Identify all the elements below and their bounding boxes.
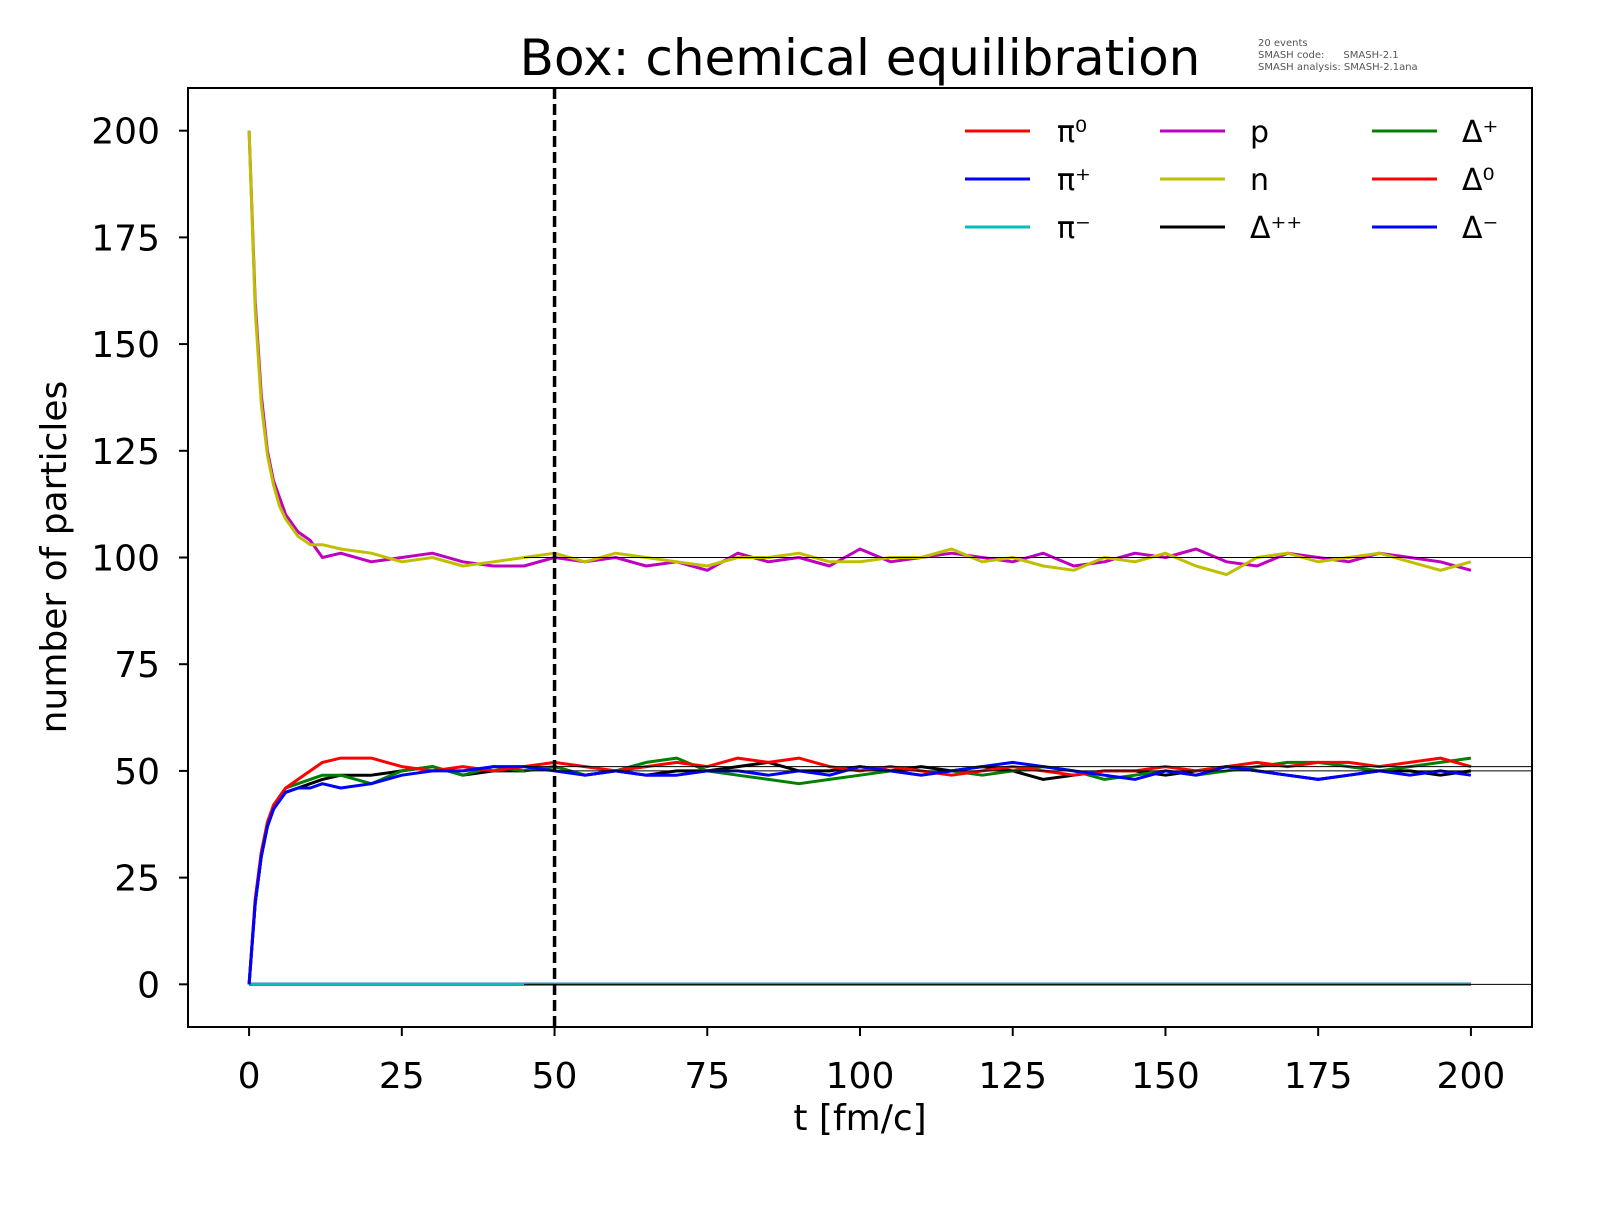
legend: π⁰ π⁺ π⁻ pn Δ⁺⁺ Δ⁺ Δ⁰ Δ⁻ xyxy=(965,115,1498,246)
series-line xyxy=(247,760,1472,985)
series-line xyxy=(247,760,1472,985)
y-tick-label: 50 xyxy=(114,752,160,793)
x-tick-label: 100 xyxy=(826,1056,895,1097)
legend-label: Δ⁺ xyxy=(1462,115,1498,150)
y-tick-label: 150 xyxy=(91,325,160,366)
annotation-line: 20 events xyxy=(1258,38,1308,49)
x-tick-label: 25 xyxy=(379,1056,425,1097)
annotation-line: SMASH code: SMASH-2.1 xyxy=(1258,50,1399,61)
chart-title: Box: chemical equilibration xyxy=(520,29,1201,87)
y-tick-label: 175 xyxy=(91,218,160,259)
x-tick-label: 75 xyxy=(684,1056,730,1097)
legend-label: Δ⁻ xyxy=(1462,211,1498,246)
y-tick-label: 100 xyxy=(91,539,160,580)
x-tick-label: 200 xyxy=(1437,1056,1506,1097)
series-line xyxy=(247,130,1472,577)
x-tick-label: 0 xyxy=(238,1056,261,1097)
legend-label: π⁰ xyxy=(1057,115,1087,150)
legend-label: Δ⁺⁺ xyxy=(1250,211,1302,246)
legend-label: n xyxy=(1250,163,1269,198)
series-line xyxy=(247,130,1472,572)
series-line xyxy=(247,756,1472,985)
reference-lines xyxy=(524,88,1532,1027)
x-axis-label: t [fm/c] xyxy=(793,1098,926,1139)
legend-label: Δ⁰ xyxy=(1462,163,1495,198)
y-axis-label: number of particles xyxy=(34,381,75,734)
x-tick-label: 50 xyxy=(532,1056,578,1097)
annotation-line: SMASH analysis: SMASH-2.1ana xyxy=(1258,62,1418,73)
series-line xyxy=(247,756,1472,985)
x-tick-label: 150 xyxy=(1131,1056,1200,1097)
axis-ticks: 0 25 50 75 100 125 150 175 200 0 25 50 75 100 125 150 17… xyxy=(91,112,1505,1097)
x-tick-label: 125 xyxy=(978,1056,1047,1097)
x-tick-label: 175 xyxy=(1284,1056,1353,1097)
legend-label: π⁻ xyxy=(1057,211,1091,246)
y-tick-label: 125 xyxy=(91,432,160,473)
legend-label: π⁺ xyxy=(1057,163,1091,198)
annotation: 20 events SMASH code: SMASH-2.1 SMASH an… xyxy=(1258,38,1418,73)
y-tick-label: 25 xyxy=(114,859,160,900)
y-tick-label: 75 xyxy=(114,645,160,686)
y-tick-label: 0 xyxy=(137,965,160,1006)
y-tick-label: 200 xyxy=(91,112,160,153)
legend-label: p xyxy=(1250,115,1269,150)
